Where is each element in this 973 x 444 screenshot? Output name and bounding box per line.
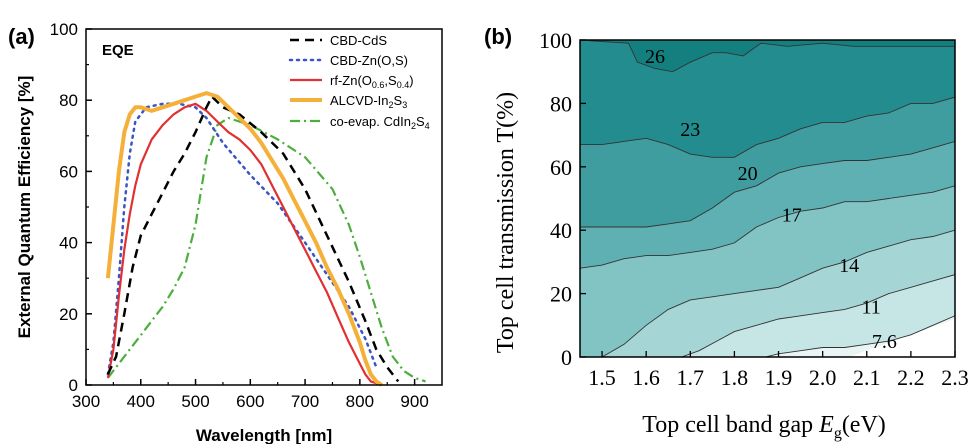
eqe-x-tick-label: 300 [72, 392, 100, 411]
eqe-legend: CBD-CdSCBD-Zn(O,S)rf-Zn(O0.6,S0.4)ALCVD-… [288, 33, 430, 131]
contour-y-tick-label: 40 [550, 218, 572, 243]
contour-x-tick-label: 1.9 [765, 365, 793, 390]
contour-label-23: 23 [680, 119, 700, 141]
eqe-legend-label-3: ALCVD-In2S3 [330, 93, 407, 110]
eqe-axes: 300 400 500 600 700 800 900 0 20 40 60 80 100 [50, 20, 429, 411]
eqe-x-tick-label: 900 [400, 392, 428, 411]
contour-label-26: 26 [645, 46, 665, 68]
eqe-legend-label-part: 2 [411, 121, 416, 131]
eqe-y-tick-label: 20 [59, 305, 78, 324]
eqe-x-tick-label: 400 [127, 392, 155, 411]
contour-x-axis-label-main: Top cell band gap [642, 412, 819, 438]
eqe-legend-label-part: CBD-Zn(O,S) [330, 53, 408, 68]
eqe-series-line-2 [106, 102, 383, 387]
eqe-series-line-3 [105, 91, 383, 387]
eqe-chart: 300 400 500 600 700 800 900 0 20 40 60 80 100 EQE Wa… [15, 20, 443, 444]
contour-axes: 1.5 1.6 1.7 1.8 1.9 2.0 2.1 2.2 2.3 0 20 40 60 80 100 [539, 28, 969, 390]
eqe-y-tick-label: 0 [69, 376, 78, 395]
contour-x-tick-label: 2.3 [941, 365, 969, 390]
contour-y-axis-label: Top cell transmission T(%) [493, 92, 519, 353]
eqe-legend-label-2: rf-Zn(O0.6,S0.4) [330, 73, 414, 90]
contour-plot-frame [579, 39, 956, 358]
eqe-legend-label-part: 4 [425, 121, 430, 131]
eqe-legend-label-part: ALCVD-In [330, 93, 389, 108]
panel-b-label: (b) [484, 24, 512, 49]
contour-label-20: 20 [738, 163, 758, 185]
contour-lines [580, 40, 955, 357]
contour-line-23 [580, 96, 955, 158]
contour-y-tick-label: 20 [550, 282, 572, 307]
contour-line-14 [601, 229, 955, 357]
eqe-legend-label-part: 0.6 [372, 80, 385, 90]
contour-bands [580, 40, 955, 357]
contour-x-tick-label: 1.8 [721, 365, 749, 390]
eqe-legend-label-part: S [394, 93, 403, 108]
contour-x-tick-label: 1.6 [632, 365, 660, 390]
contour-line-17 [580, 185, 955, 269]
contour-x-axis-label-symbol: E [818, 412, 834, 438]
contour-line-26 [580, 40, 955, 73]
eqe-legend-label-part: CBD-CdS [330, 33, 387, 48]
eqe-y-tick-label: 60 [59, 162, 78, 181]
eqe-legend-label-part: co-evap. CdIn [330, 114, 411, 129]
eqe-x-tick-label: 600 [236, 392, 264, 411]
contour-y-tick-label: 60 [550, 155, 572, 180]
eqe-legend-label-part: rf-Zn(O [330, 73, 372, 88]
contour-x-tick-label: 1.5 [588, 365, 616, 390]
eqe-x-tick-label: 800 [346, 392, 374, 411]
contour-label-11: 11 [862, 296, 881, 318]
contour-y-tick-label: 80 [550, 91, 572, 116]
eqe-legend-label-part: ) [409, 73, 413, 88]
eqe-legend-label-1: CBD-Zn(O,S) [330, 53, 408, 68]
eqe-series-line-1 [106, 102, 378, 376]
eqe-x-tick-label: 500 [181, 392, 209, 411]
contour-line-20 [580, 140, 955, 228]
eqe-legend-label-part: 3 [402, 100, 407, 110]
eqe-y-axis-label: External Quantum Efficiency [%] [15, 76, 34, 339]
eqe-y-tick-label: 100 [50, 20, 78, 39]
contour-label-14: 14 [839, 255, 859, 277]
contour-band-11 [681, 274, 955, 357]
eqe-y-tick-label: 80 [59, 91, 78, 110]
contour-x-tick-label: 1.7 [677, 365, 705, 390]
panel-a-label: (a) [8, 24, 35, 49]
contour-line-11 [681, 274, 955, 357]
contour-x-tick-label: 2.2 [897, 365, 925, 390]
contour-x-axis-label-subscript: g [834, 425, 842, 442]
eqe-series-group [105, 91, 426, 387]
eqe-annotation: EQE [102, 42, 134, 59]
eqe-x-axis-label: Wavelength [nm] [196, 426, 332, 444]
eqe-legend-label-part: 2 [389, 100, 394, 110]
eqe-legend-label-part: S [416, 114, 425, 129]
contour-band-lightest [849, 318, 955, 357]
eqe-legend-label-part: 0.4 [397, 80, 410, 90]
eqe-legend-label-0: CBD-CdS [330, 33, 387, 48]
eqe-legend-label-4: co-evap. CdIn2S4 [330, 114, 430, 131]
contour-x-axis-label-unit: (eV) [842, 412, 886, 438]
contour-label-17: 17 [782, 204, 802, 226]
contour-y-tick-label: 0 [561, 345, 572, 370]
eqe-x-tick-label: 700 [291, 392, 319, 411]
contour-line-7.6 [765, 315, 955, 357]
contour-x-tick-label: 2.0 [809, 365, 837, 390]
contour-y-tick-label: 100 [539, 28, 572, 53]
contour-label-7.6: 7.6 [872, 331, 897, 353]
eqe-legend-label-part: ,S [384, 73, 397, 88]
contour-x-tick-label: 2.1 [853, 365, 881, 390]
eqe-series-line-4 [107, 116, 426, 383]
contour-x-axis-label: Top cell band gap Eg(eV) [642, 412, 886, 442]
eqe-y-tick-label: 40 [59, 234, 78, 253]
